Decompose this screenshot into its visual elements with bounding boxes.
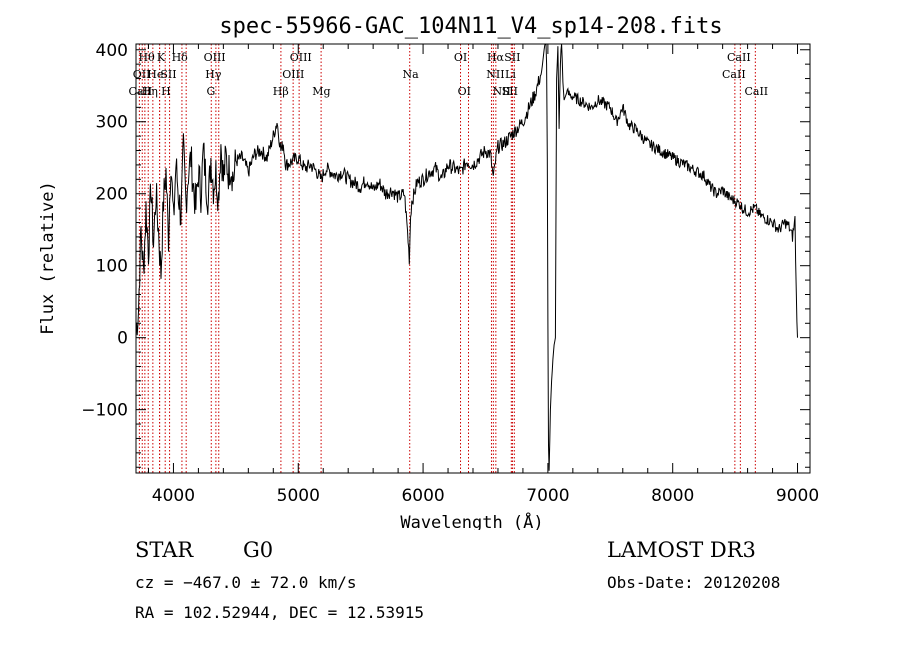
x-tick-label: 6000 <box>401 486 444 506</box>
line-label: H <box>161 85 171 98</box>
y-tick-label: 200 <box>96 185 128 205</box>
line-label: OI <box>458 85 471 98</box>
line-label: Hα <box>487 51 505 64</box>
line-label: SII <box>504 51 520 64</box>
observation-date: Obs-Date: 20120208 <box>607 573 781 592</box>
object-class: STAR <box>135 538 194 562</box>
x-tick-label: 4000 <box>152 486 195 506</box>
line-label: He <box>147 68 163 81</box>
flux-spectrum <box>135 43 798 471</box>
line-label: Mg <box>312 85 330 98</box>
spectrum-chart: spec-55966-GAC_104N11_V4_sp14-208.fits H… <box>38 14 819 530</box>
line-label: NII <box>493 85 511 98</box>
line-label: CaII <box>727 51 751 64</box>
x-tick-label: 5000 <box>277 486 320 506</box>
line-label: OIII <box>290 51 312 64</box>
line-label: SII <box>160 68 176 81</box>
classification: STAR G0 <box>135 538 273 562</box>
line-label: CaII <box>744 85 768 98</box>
flux-line <box>135 43 798 471</box>
y-tick-label: 400 <box>96 41 128 61</box>
line-label: Hη <box>142 85 158 98</box>
line-label: Hθ <box>138 51 155 64</box>
line-label: K <box>157 51 166 64</box>
x-tick-label: 9000 <box>776 486 819 506</box>
line-label: OI <box>454 51 467 64</box>
x-tick-label: 8000 <box>651 486 694 506</box>
line-label: OIII <box>204 51 226 64</box>
line-label: OIII <box>282 68 304 81</box>
y-tick-label: −100 <box>81 401 128 421</box>
survey-name: LAMOST DR3 <box>607 538 756 562</box>
y-axis-label: Flux (relative) <box>38 181 58 335</box>
y-tick-label: 0 <box>117 329 128 349</box>
spectral-subclass: G0 <box>243 538 274 562</box>
chart-title: spec-55966-GAC_104N11_V4_sp14-208.fits <box>219 14 722 39</box>
sky-coordinates: RA = 102.52944, DEC = 12.53915 <box>135 603 424 622</box>
line-label: CaII <box>129 85 153 98</box>
y-axis: −100 0 100 200 300 400 <box>81 41 810 468</box>
redshift-velocity: cz = −467.0 ± 72.0 km/s <box>135 573 357 592</box>
x-tick-label: 7000 <box>526 486 569 506</box>
y-tick-label: 300 <box>96 113 128 133</box>
line-label: G <box>206 85 215 98</box>
line-label: Li <box>505 68 516 81</box>
line-label: SII <box>502 85 518 98</box>
line-label: Hγ <box>205 68 222 81</box>
line-label: OII <box>133 68 151 81</box>
line-label: CaII <box>722 68 746 81</box>
plot-frame <box>135 43 811 474</box>
line-label: Hβ <box>273 85 289 98</box>
x-axis: 4000 5000 6000 7000 8000 9000 <box>147 44 819 506</box>
line-label: Na <box>402 68 419 81</box>
y-tick-label: 100 <box>96 257 128 277</box>
line-label: Hδ <box>172 51 189 64</box>
x-axis-label: Wavelength (Å) <box>400 511 543 530</box>
line-label: NII <box>486 68 504 81</box>
